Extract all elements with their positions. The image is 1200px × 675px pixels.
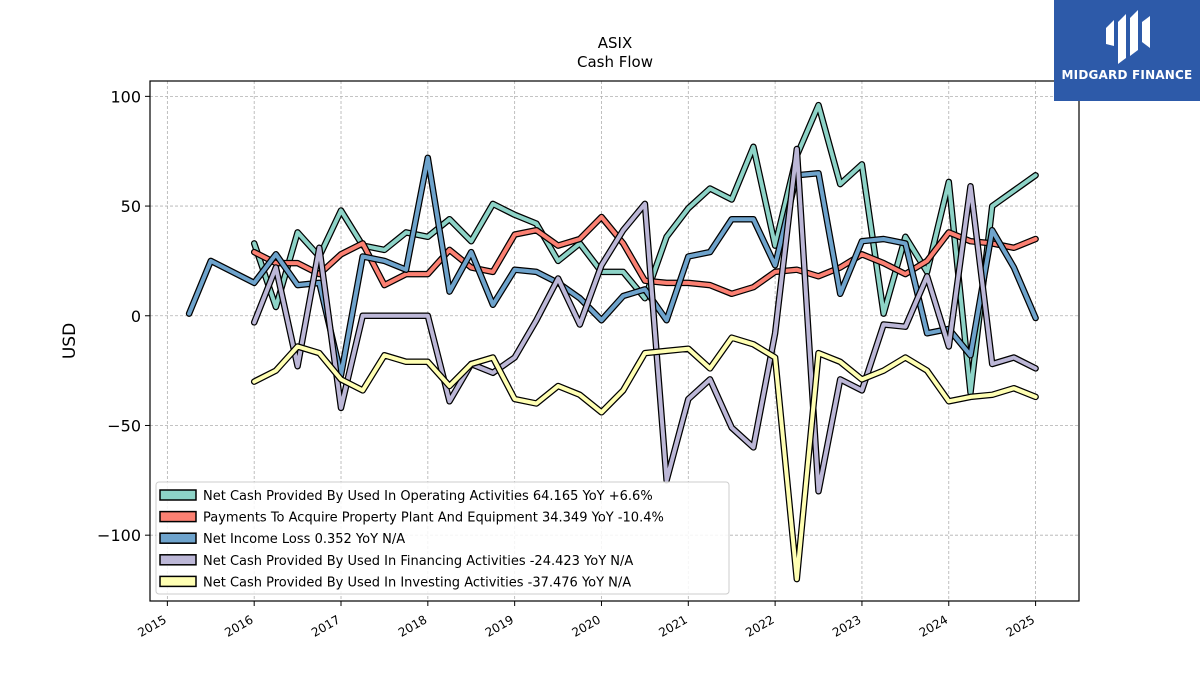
series-5-line	[252, 335, 1038, 582]
x-tick-label: 2015	[135, 612, 168, 639]
x-tick-label: 2016	[222, 612, 255, 639]
legend-swatch	[159, 575, 197, 588]
series-4-line	[252, 147, 1038, 494]
legend-entry: Net Income Loss 0.352 YoY N/A	[203, 532, 405, 547]
series-2-line	[252, 215, 1038, 296]
y-tick-label: 50	[121, 197, 141, 216]
legend-entry: Net Cash Provided By Used In Operating A…	[203, 489, 653, 504]
x-tick-label: 2020	[570, 612, 603, 639]
legend-entry: Net Cash Provided By Used In Financing A…	[203, 554, 633, 569]
x-tick-label: 2019	[483, 612, 516, 639]
x-tick-label: 2022	[743, 612, 776, 639]
logo-text: MIDGARD FINANCE	[1061, 68, 1193, 82]
y-tick-label: 0	[131, 307, 141, 326]
x-tick-label: 2023	[830, 612, 863, 639]
x-tick-label: 2025	[1004, 612, 1037, 639]
x-tick-label: 2024	[917, 612, 950, 639]
y-tick-label: −100	[97, 526, 141, 545]
series-1-line	[252, 103, 1038, 395]
series-lines	[185, 101, 1039, 583]
plot-frame	[149, 80, 1080, 602]
legend-swatch	[159, 510, 197, 523]
legend-box	[155, 481, 730, 595]
legend-swatch	[159, 554, 197, 566]
legend-entry: Payments To Acquire Property Plant And E…	[203, 511, 664, 526]
x-tick-label: 2017	[309, 612, 342, 639]
midgard-finance-logo: MIDGARD FINANCE	[1054, 0, 1200, 101]
y-tick-label: 100	[110, 87, 141, 106]
midgard-logo-icon	[1106, 10, 1150, 64]
legend-swatch	[159, 532, 197, 544]
x-tick-label: 2018	[396, 612, 429, 639]
y-tick-label: −50	[107, 416, 141, 435]
y-axis-label: USD	[60, 323, 80, 359]
series-4-outline	[250, 145, 1039, 495]
x-tick-label: 2021	[656, 612, 689, 639]
legend-entry: Net Cash Provided By Used In Investing A…	[203, 575, 631, 590]
chart-subtitle: Cash Flow	[577, 53, 653, 71]
chart-title: ASIX	[598, 34, 632, 52]
legend: Net Cash Provided By Used In Operating A…	[155, 481, 730, 595]
legend-swatch	[159, 489, 197, 501]
